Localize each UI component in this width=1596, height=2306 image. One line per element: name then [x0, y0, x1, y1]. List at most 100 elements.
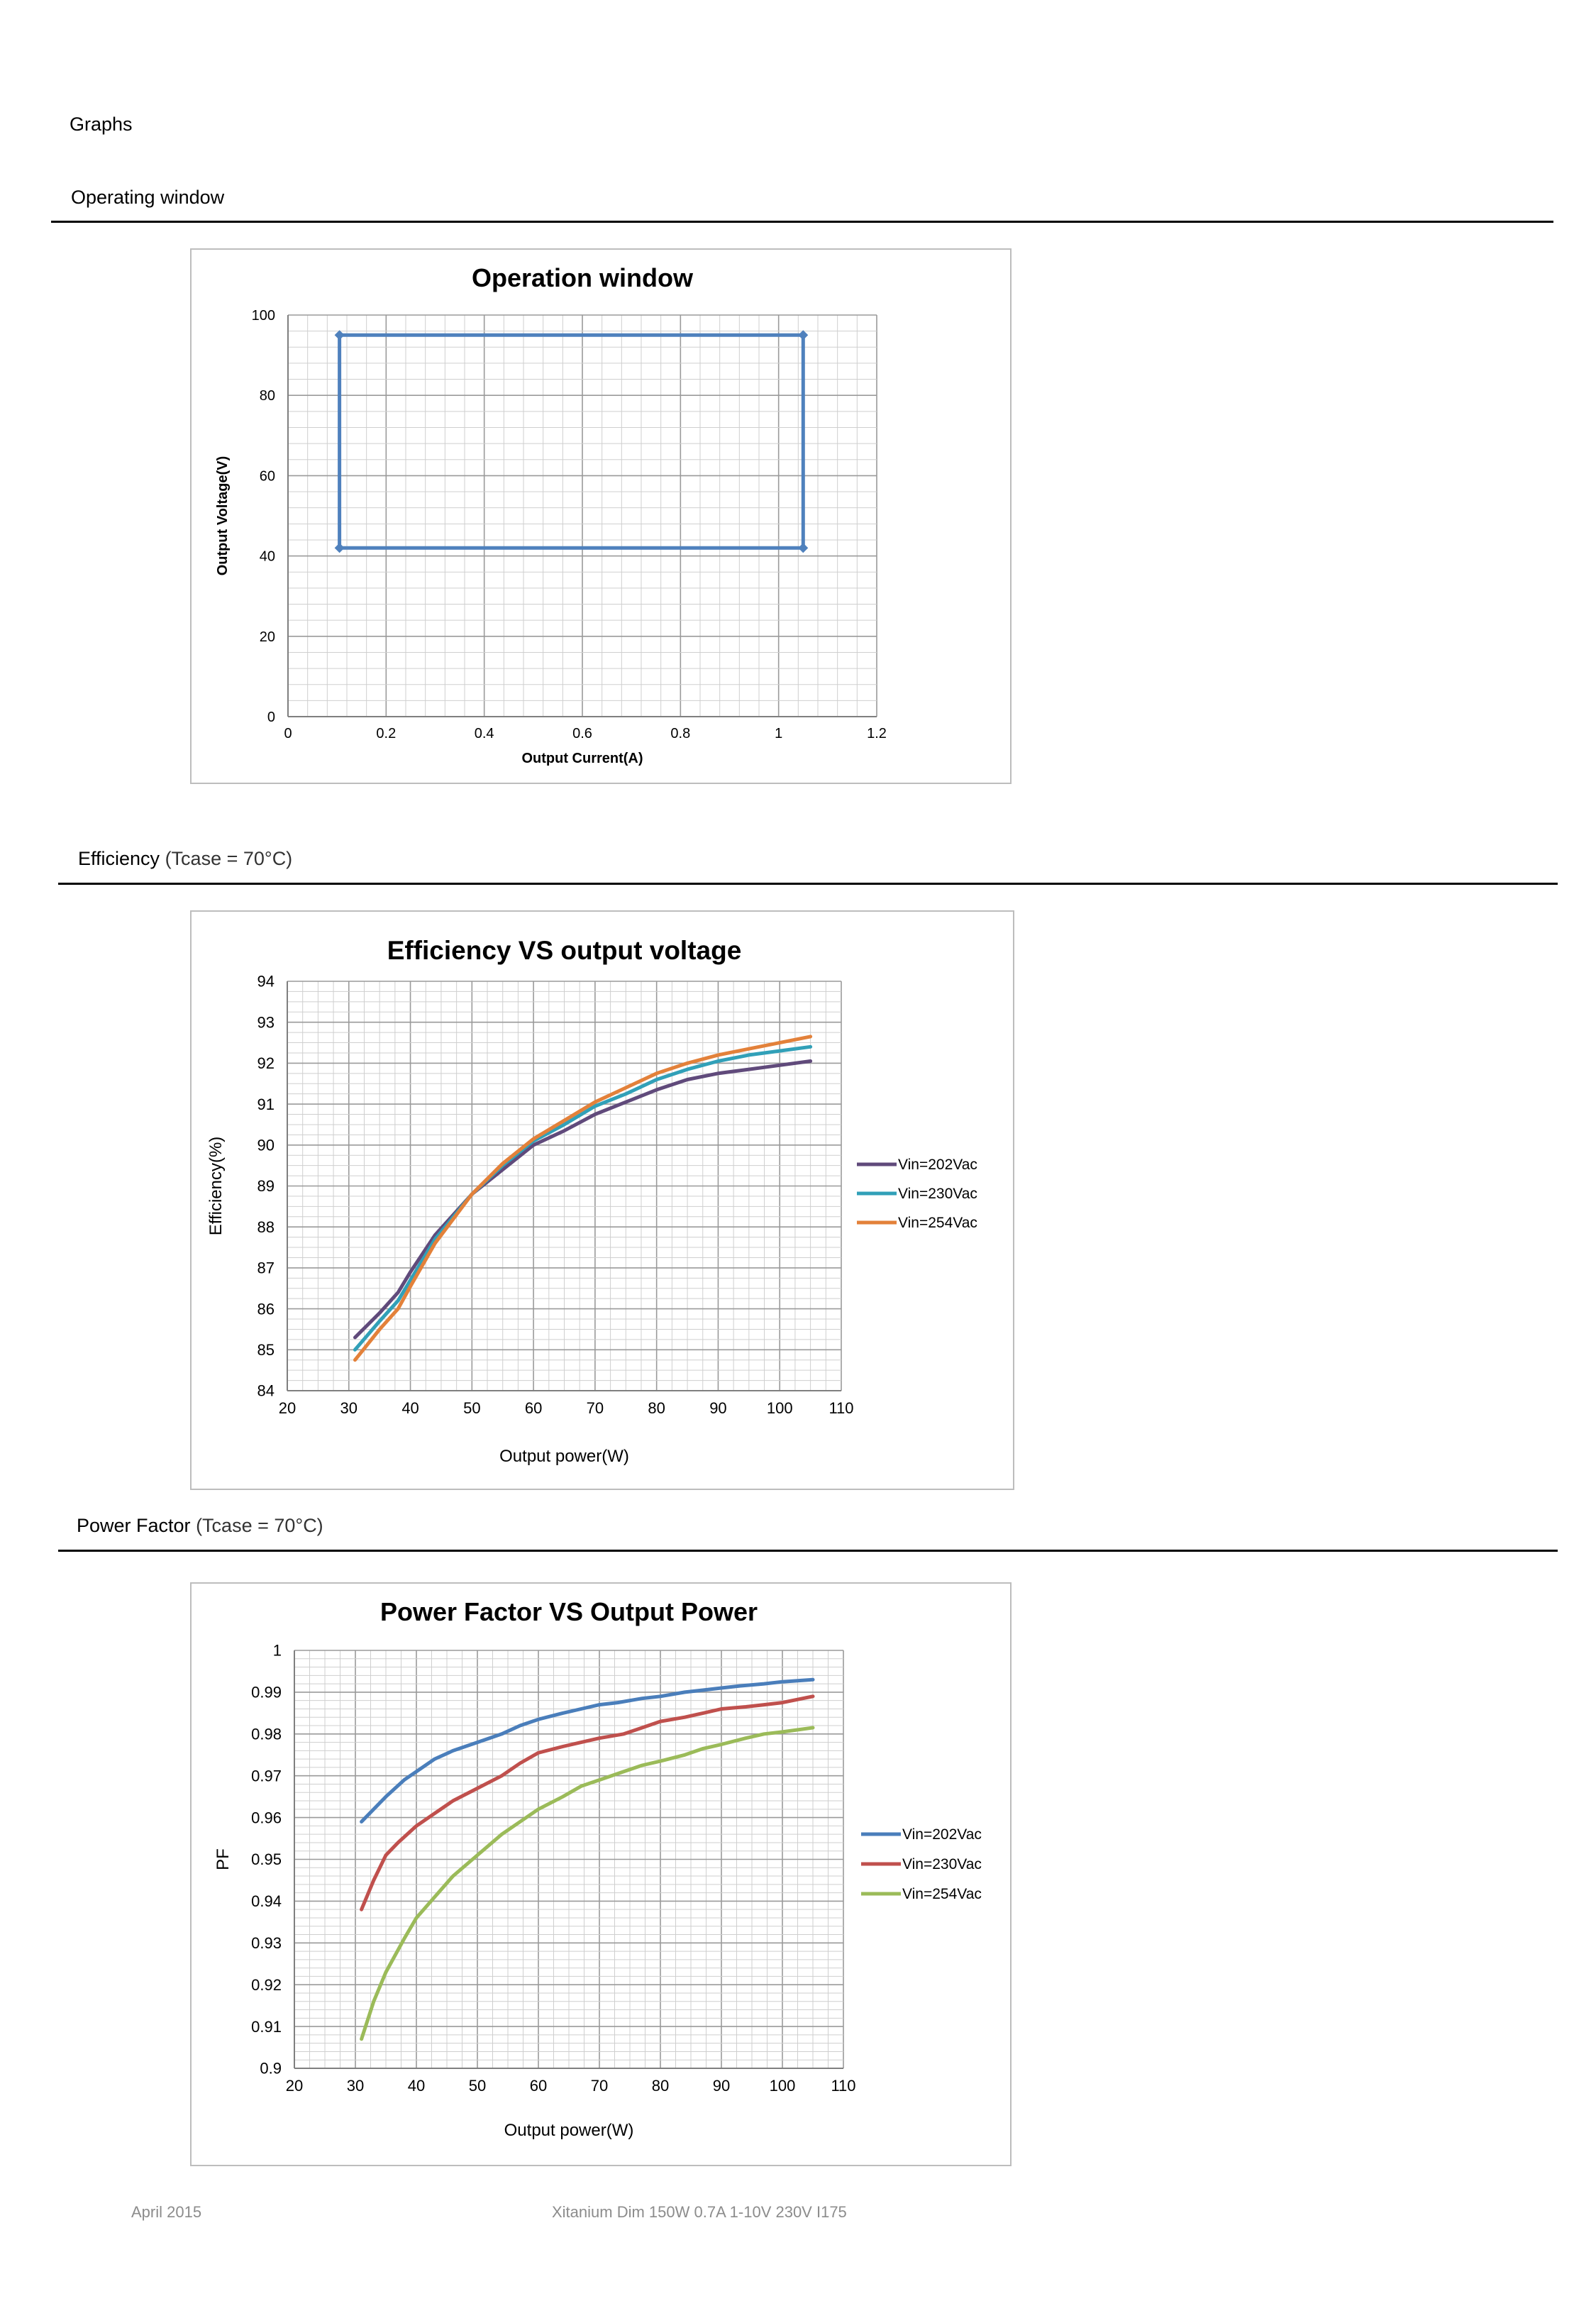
- data-point: [798, 330, 809, 341]
- x-tick-label: 50: [463, 1399, 480, 1417]
- x-tick-label: 90: [709, 1399, 726, 1417]
- x-tick-label: 70: [591, 2077, 608, 2095]
- x-tick-label: 90: [713, 2077, 730, 2095]
- legend-entry: Vin=254Vac: [902, 1886, 982, 1902]
- x-tick-label: 30: [340, 1399, 358, 1417]
- x-axis-label: Output power(W): [499, 1447, 629, 1466]
- y-tick-label: 0.98: [251, 1726, 282, 1743]
- grid-lines: [287, 314, 877, 717]
- series-line: [353, 1044, 813, 1352]
- section-divider: [51, 221, 1553, 223]
- x-tick-label: 60: [525, 1399, 542, 1417]
- y-tick-label: 0.96: [251, 1809, 282, 1826]
- series-line: [353, 1035, 813, 1362]
- x-tick-label: 0.2: [376, 726, 396, 741]
- x-tick-label: 0.4: [475, 726, 494, 741]
- operation-window-svg: Operation window 0 0.2 0.4 0.6 0.8 1 1.2 0 20 40 60…: [215, 263, 887, 766]
- section-heading-efficiency: Efficiency (Tcase = 70°C): [78, 848, 292, 870]
- chart-power-factor: Power Factor VS Output Power 20 30 40 50 60 70…: [190, 1582, 1012, 2166]
- section-heading-operating-window: Operating window: [71, 187, 224, 209]
- footer-product: Xitanium Dim 150W 0.7A 1-10V 230V I175: [552, 2203, 847, 2221]
- x-tick-label: 1.2: [867, 726, 887, 741]
- y-axis-label: Efficiency(%): [206, 1137, 226, 1236]
- chart-title: Operation window: [472, 263, 694, 292]
- y-tick-label: 0.99: [251, 1684, 282, 1701]
- y-tick-label: 40: [260, 549, 275, 565]
- y-axis-label: Output Voltage(V): [215, 456, 231, 576]
- x-tick-label: 30: [347, 2077, 364, 2095]
- y-tick-label: 89: [257, 1177, 275, 1195]
- legend-entry: Vin=202Vac: [898, 1157, 977, 1173]
- x-tick-label: 100: [770, 2077, 796, 2095]
- data-point: [798, 543, 809, 553]
- footer-date: April 2015: [131, 2203, 202, 2221]
- data-point: [334, 330, 345, 341]
- section-title: Operating window: [71, 187, 225, 208]
- page-section-title: Graphs: [70, 114, 133, 135]
- y-tick-label: 0.97: [251, 1767, 282, 1784]
- y-tick-label: 100: [252, 308, 275, 324]
- section-subtitle: (Tcase = 70°C): [190, 1515, 323, 1536]
- x-tick-label: 100: [767, 1399, 793, 1417]
- section-title: Efficiency: [78, 848, 160, 869]
- y-tick-label: 20: [260, 629, 275, 645]
- section-divider: [58, 883, 1558, 885]
- legend-entry: Vin=230Vac: [898, 1186, 977, 1202]
- y-tick-label: 84: [257, 1382, 275, 1400]
- y-tick-label: 0.92: [251, 1976, 282, 1994]
- y-tick-label: 94: [257, 973, 275, 991]
- y-tick-label: 0.95: [251, 1850, 282, 1868]
- series-line: [360, 1726, 815, 2041]
- x-tick-label: 80: [652, 2077, 669, 2095]
- x-tick-label: 0.8: [670, 726, 690, 741]
- y-tick-label: 92: [257, 1054, 275, 1072]
- series-line: [353, 1059, 813, 1340]
- y-tick-label: 91: [257, 1096, 275, 1113]
- y-tick-label: 90: [257, 1137, 275, 1154]
- legend-entry: Vin=254Vac: [898, 1215, 977, 1231]
- x-tick-label: 110: [829, 1399, 853, 1417]
- series-line: [360, 1694, 815, 1911]
- efficiency-svg: Efficiency VS output voltage 20 30 40 50 60 70…: [206, 936, 977, 1466]
- y-tick-label: 60: [260, 468, 275, 484]
- x-tick-label: 80: [648, 1399, 665, 1417]
- data-point: [334, 543, 345, 553]
- series-line: [360, 1677, 815, 1824]
- y-tick-label: 80: [260, 388, 275, 404]
- section-subtitle: (Tcase = 70°C): [160, 848, 293, 869]
- y-tick-label: 0.93: [251, 1934, 282, 1952]
- x-axis-label: Output Current(A): [521, 751, 643, 766]
- section-divider: [58, 1550, 1558, 1552]
- y-axis-label: PF: [214, 1848, 233, 1870]
- y-tick-label: 0.94: [251, 1892, 282, 1910]
- y-tick-label: 0: [267, 710, 275, 725]
- x-tick-label: 70: [587, 1399, 604, 1417]
- series-line: [338, 333, 805, 550]
- y-tick-label: 1: [273, 1642, 282, 1660]
- chart-efficiency: Efficiency VS output voltage 20 30 40 50 60 70…: [190, 910, 1014, 1490]
- x-tick-label: 40: [401, 1399, 419, 1417]
- x-tick-label: 0: [284, 726, 292, 741]
- x-tick-label: 0.6: [572, 726, 592, 741]
- chart-title: Efficiency VS output voltage: [387, 936, 742, 965]
- x-tick-label: 110: [831, 2077, 855, 2095]
- x-tick-label: 50: [469, 2077, 486, 2095]
- y-tick-label: 88: [257, 1218, 275, 1236]
- legend-entry: Vin=202Vac: [902, 1826, 982, 1843]
- y-tick-label: 87: [257, 1259, 275, 1277]
- y-tick-label: 85: [257, 1341, 275, 1359]
- section-title: Power Factor: [77, 1515, 191, 1536]
- y-tick-label: 0.9: [260, 2060, 282, 2078]
- x-axis-label: Output power(W): [504, 2121, 634, 2140]
- y-tick-label: 93: [257, 1013, 275, 1031]
- x-tick-label: 60: [530, 2077, 547, 2095]
- x-tick-label: 20: [279, 1399, 296, 1417]
- chart-operation-window: Operation window 0 0.2 0.4 0.6 0.8 1 1.2 0 20 40 60…: [190, 248, 1012, 784]
- x-tick-label: 1: [775, 726, 782, 741]
- chart-title: Power Factor VS Output Power: [380, 1597, 758, 1626]
- section-heading-power-factor: Power Factor (Tcase = 70°C): [77, 1515, 323, 1537]
- x-tick-label: 40: [408, 2077, 425, 2095]
- y-tick-label: 0.91: [251, 2018, 282, 2036]
- legend-entry: Vin=230Vac: [902, 1856, 982, 1872]
- power-factor-svg: Power Factor VS Output Power 20 30 40 50 60 70…: [214, 1597, 982, 2140]
